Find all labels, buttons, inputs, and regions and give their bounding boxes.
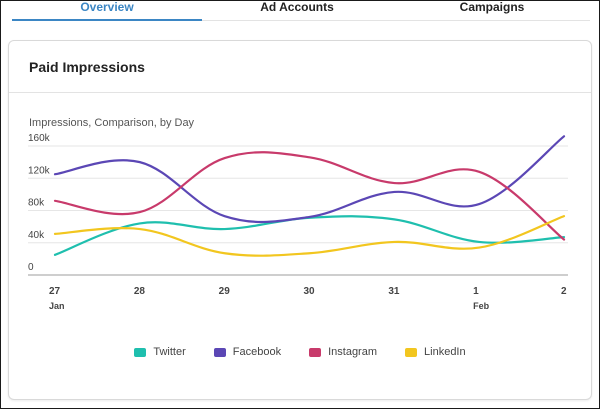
legend-label: Instagram — [328, 346, 378, 358]
x-tick-label: 27 — [49, 286, 61, 297]
y-tick-label: 0 — [28, 262, 34, 273]
tab-divider — [202, 20, 590, 21]
y-tick-label: 120k — [28, 165, 51, 176]
legend-swatch — [213, 347, 226, 357]
chart-legend: Twitter Facebook Instagram LinkedIn — [9, 344, 591, 360]
x-tick-label: 28 — [134, 286, 146, 297]
y-tick-label: 160k — [28, 133, 51, 144]
x-tick-label: 1 — [473, 286, 479, 297]
y-tick-label: 80k — [28, 198, 45, 209]
x-tick-sublabel: Feb — [473, 301, 490, 311]
series-line-facebook — [53, 135, 566, 224]
x-tick-label: 29 — [219, 286, 231, 297]
impressions-line-chart: 0 40k 80k 120k 160k 27 Jan 28 29 30 31 1 Feb 2 — [28, 133, 568, 311]
y-tick-label: 40k — [28, 230, 45, 241]
card-title: Paid Impressions — [29, 59, 145, 75]
card-divider — [9, 92, 591, 93]
legend-item-facebook[interactable]: Facebook — [213, 344, 282, 360]
x-tick-label: 31 — [388, 286, 400, 297]
legend-swatch — [405, 347, 418, 357]
legend-swatch — [309, 347, 322, 357]
tab-campaigns[interactable]: Campaigns — [459, 0, 525, 14]
x-tick-label: 2 — [561, 286, 567, 297]
active-tab-indicator — [12, 19, 202, 21]
legend-item-linkedin[interactable]: LinkedIn — [405, 344, 466, 360]
x-tick-sublabel: Jan — [49, 301, 65, 311]
legend-swatch — [134, 347, 147, 357]
series-line-twitter — [53, 215, 566, 256]
tab-ad-accounts[interactable]: Ad Accounts — [260, 0, 334, 14]
tab-bar: Overview Ad Accounts Campaigns — [0, 0, 600, 24]
chart-subtitle: Impressions, Comparison, by Day — [29, 117, 195, 129]
paid-impressions-card: Paid Impressions Impressions, Comparison… — [8, 40, 592, 400]
legend-label: Twitter — [153, 346, 186, 358]
legend-label: LinkedIn — [424, 346, 466, 358]
legend-label: Facebook — [232, 346, 282, 358]
tab-overview[interactable]: Overview — [80, 0, 134, 14]
x-tick-label: 30 — [304, 286, 316, 297]
legend-item-twitter[interactable]: Twitter — [134, 344, 186, 360]
series-line-instagram — [53, 151, 566, 241]
series-line-linkedin — [53, 215, 566, 257]
legend-item-instagram[interactable]: Instagram — [309, 344, 377, 360]
